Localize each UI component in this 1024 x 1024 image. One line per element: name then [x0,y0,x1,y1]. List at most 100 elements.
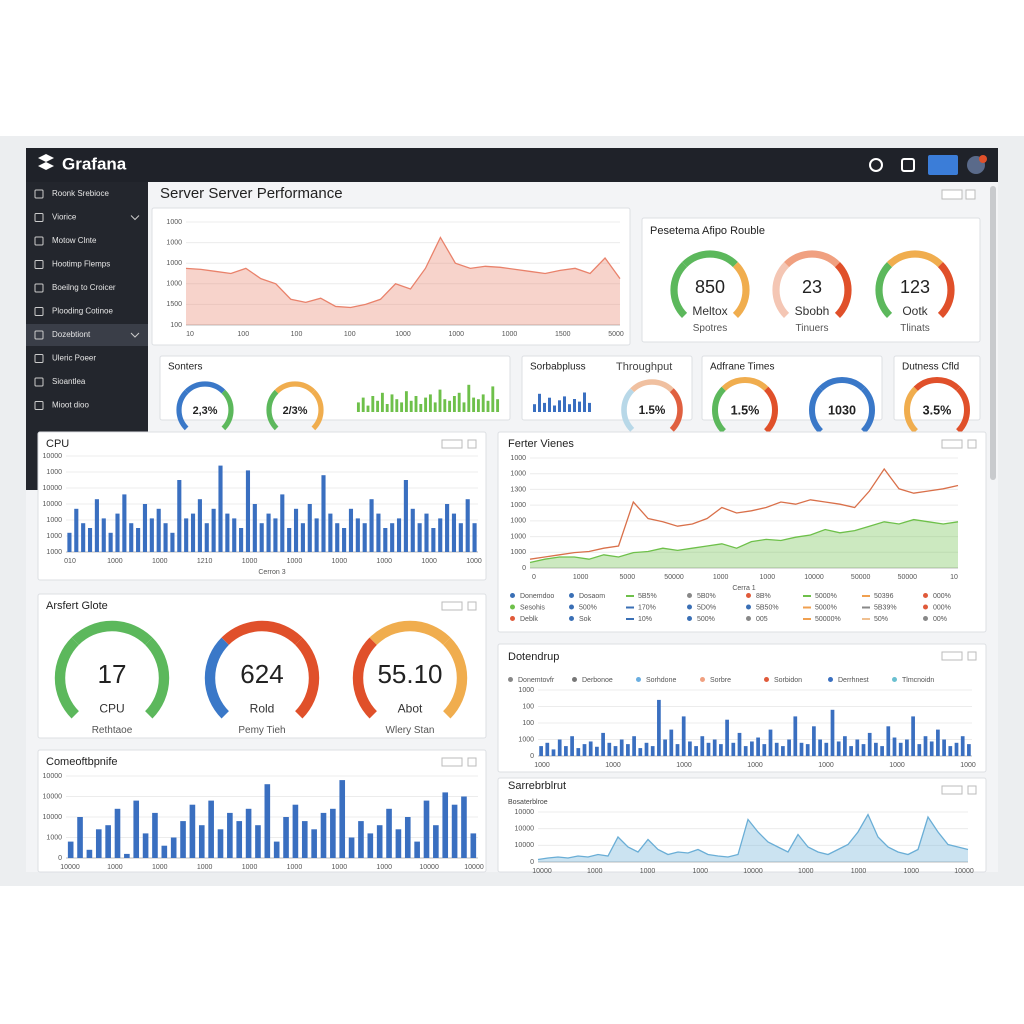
panel-menu[interactable] [941,439,963,449]
legend-label[interactable]: 10% [638,616,652,623]
panel-menu[interactable] [967,651,977,661]
sidebar-icon[interactable] [34,236,44,246]
bar [239,528,244,552]
bar [67,841,74,858]
legend-label[interactable]: 5B5% [638,593,657,600]
panel-menu[interactable] [441,439,463,449]
legend-label[interactable]: 5000% [815,593,837,600]
sidebar-item[interactable]: Hootimp Flemps [52,260,110,269]
sidebar-item[interactable]: Mioot dioo [52,401,89,410]
action-button[interactable] [928,155,958,175]
legend-label[interactable]: Sesohis [520,604,545,611]
y-tick-label: 10000 [43,773,63,780]
legend-label[interactable]: Derbonoe [582,677,613,684]
sidebar-icon[interactable] [34,401,44,410]
legend-label[interactable]: 5B50% [756,604,779,611]
legend-label[interactable]: 50396 [874,593,894,600]
bar [892,737,897,756]
legend-label[interactable]: 50000% [815,616,841,623]
legend-label[interactable]: Derrhnest [838,677,869,684]
panel-menu[interactable] [941,785,963,795]
bar [923,736,928,756]
bar [152,812,158,858]
bar [301,821,308,858]
bar [314,518,319,552]
sidebar-item[interactable]: Sioantlea [52,377,86,386]
bar [163,523,168,552]
bar [712,739,717,756]
bar [356,402,360,412]
sidebar-item[interactable]: Viorice [52,213,77,222]
sidebar-item[interactable]: Plooding Cotinoe [52,307,113,316]
legend-label[interactable]: 170% [638,604,656,611]
legend-label[interactable]: Deblk [520,616,538,623]
legend-label[interactable]: Sorhdone [646,677,676,684]
sidebar-item[interactable]: Motow Clnte [52,236,97,245]
bar [385,404,389,412]
sidebar-icon[interactable] [34,189,44,199]
panel-menu[interactable] [965,189,976,200]
legend-label[interactable]: 00% [933,616,947,623]
sidebar-item[interactable]: Dozebtiont [52,330,91,339]
legend-label[interactable]: Sok [579,616,592,623]
sidebar-icon[interactable] [34,260,44,269]
gauge-sublabel: Rethtaoe [92,725,133,736]
bar [133,800,140,858]
sidebar-icon[interactable] [34,330,44,340]
panel-menu[interactable] [941,651,963,661]
legend-label[interactable]: Donemdoo [520,593,554,600]
legend-label[interactable]: Sorbidon [774,677,802,684]
panel-menu[interactable] [467,757,477,767]
sidebar-icon[interactable] [34,377,44,387]
dashboard-title: Server Server Performance [160,185,343,202]
legend-label[interactable]: 5B0% [697,593,716,600]
panel-menu[interactable] [467,601,477,611]
y-tick-label: 100 [522,720,534,727]
legend-label[interactable]: 50% [874,616,888,623]
bar [669,729,674,756]
sidebar-icon[interactable] [34,283,44,293]
legend-label[interactable]: 5D0% [697,604,716,611]
bar [551,749,556,756]
bar [320,812,327,858]
panel-menu[interactable] [967,439,977,449]
panel-menu[interactable] [967,785,977,795]
legend-label[interactable]: Sorbre [710,677,731,684]
legend-swatch [687,616,692,621]
share-icon[interactable] [901,158,915,172]
sidebar-item[interactable]: Roonk Srebioce [52,189,109,198]
sidebar-item[interactable]: Uleric Poeer [52,354,96,363]
bar [335,523,340,552]
legend-label[interactable]: 000% [933,604,951,611]
panel [159,355,511,421]
bar [307,504,312,552]
panel-menu[interactable] [941,189,963,200]
legend-label[interactable]: 000% [933,593,951,600]
settings-icon[interactable] [869,158,883,172]
bar [855,739,860,756]
legend-label[interactable]: 005 [756,616,768,623]
y-tick-label: 1000 [46,517,62,524]
legend-label[interactable]: 500% [697,616,715,623]
sidebar-icon[interactable] [34,354,44,363]
x-tick-label: 1000 [818,762,834,769]
legend-label[interactable]: 500% [579,604,597,611]
panel-menu[interactable] [441,601,463,611]
legend-label[interactable]: 5B39% [874,604,897,611]
panel-menu[interactable] [467,439,477,449]
legend-label[interactable]: 8B% [756,593,771,600]
legend-label[interactable]: Donemtovfr [518,677,555,684]
x-tick-label: 10000 [532,868,552,875]
legend-label[interactable]: Tlmcnoidn [902,677,934,684]
panel-menu[interactable] [441,757,463,767]
bar [395,829,402,858]
scrollbar[interactable] [990,186,996,480]
legend-label[interactable]: 5000% [815,604,837,611]
x-tick-label: 1000 [332,864,348,871]
sidebar-item[interactable]: Boeilng to Croicer [52,283,116,292]
bar [675,744,680,756]
sidebar-icon[interactable] [34,213,44,222]
bar [470,833,477,858]
legend-label[interactable]: Dosaom [579,593,605,600]
sidebar-icon[interactable] [34,307,44,316]
